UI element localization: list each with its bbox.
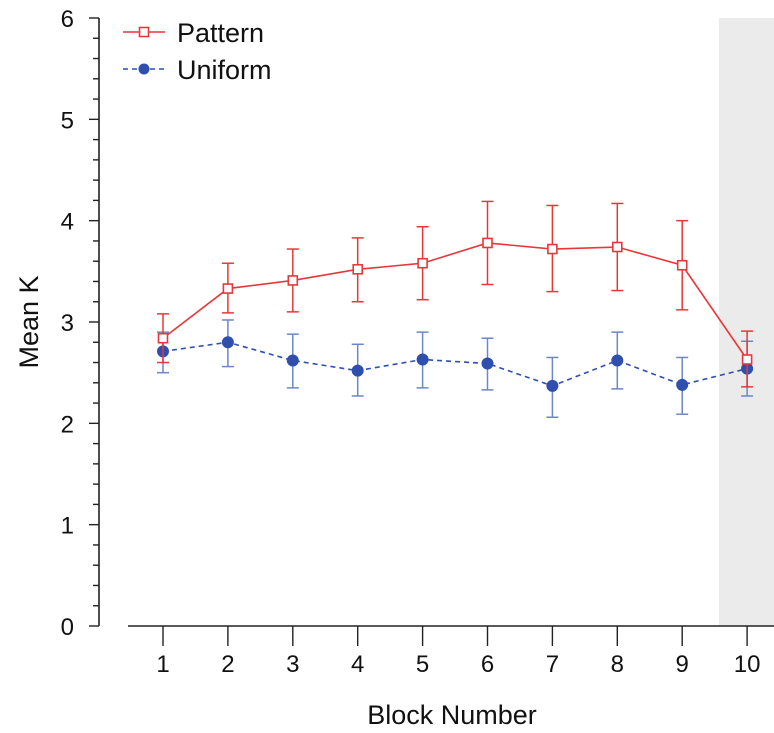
legend: Pattern Uniform	[123, 18, 272, 85]
legend-marker	[138, 63, 150, 75]
legend-label-uniform: Uniform	[177, 55, 272, 85]
legend-item-uniform: Uniform	[123, 55, 272, 85]
x-tick-label: 7	[546, 651, 559, 678]
data-point-pattern	[222, 283, 234, 294]
series-layer	[157, 200, 754, 419]
axes	[89, 17, 774, 646]
y-tick-label: 3	[61, 310, 74, 337]
y-tick-label: 2	[61, 411, 74, 438]
x-axis-title: Block Number	[367, 700, 537, 730]
x-tick-label: 8	[611, 651, 624, 678]
data-point-uniform	[416, 353, 429, 366]
y-tick-label: 6	[61, 6, 74, 33]
data-point-pattern	[352, 264, 364, 275]
legend-swatch-pattern	[123, 26, 165, 38]
y-tick-labels: 0 1 2 3 4 5 6	[61, 6, 74, 641]
series-line-uniform	[162, 341, 748, 387]
shaded-region-block-10	[719, 18, 774, 626]
data-point-pattern	[547, 243, 558, 255]
data-point-pattern	[611, 241, 623, 253]
data-point-uniform	[481, 357, 494, 370]
y-tick-label: 4	[61, 209, 74, 236]
data-point-pattern	[417, 257, 428, 269]
legend-label-pattern: Pattern	[177, 18, 264, 48]
data-point-pattern	[676, 259, 688, 271]
y-tick-label: 0	[61, 614, 74, 641]
x-tick-label: 9	[676, 651, 689, 678]
x-tick-label: 5	[416, 651, 429, 678]
data-point-pattern	[741, 354, 753, 365]
x-tick-label: 3	[286, 651, 299, 678]
y-axis-title: Mean K	[14, 275, 44, 368]
data-point-pattern	[157, 332, 169, 344]
data-point-pattern	[287, 275, 299, 286]
series-uniform	[157, 319, 754, 419]
x-tick-label: 2	[221, 651, 234, 678]
legend-item-pattern: Pattern	[123, 18, 264, 48]
data-point-uniform	[351, 364, 364, 377]
series-pattern	[157, 200, 754, 388]
y-tick-label: 5	[61, 107, 74, 134]
x-tick-label: 10	[734, 651, 761, 678]
data-point-uniform	[286, 354, 299, 367]
x-tick-label: 1	[156, 651, 169, 678]
data-point-uniform	[221, 336, 234, 349]
y-tick-label: 1	[61, 513, 74, 540]
x-tick-label: 4	[351, 651, 364, 678]
x-tick-label: 6	[481, 651, 494, 678]
data-point-pattern	[482, 237, 493, 249]
legend-marker	[138, 26, 150, 38]
data-point-uniform	[611, 354, 624, 367]
x-tick-labels: 1 2 3 4 5 6 7 8 9 10	[156, 651, 760, 678]
legend-swatch-uniform	[123, 63, 165, 75]
data-point-uniform	[676, 378, 689, 391]
data-point-uniform	[546, 379, 559, 392]
series-line-pattern	[162, 242, 748, 360]
